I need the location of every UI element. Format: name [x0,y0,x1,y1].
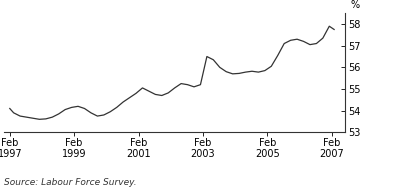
Text: %: % [351,0,360,10]
Text: Source: Labour Force Survey.: Source: Labour Force Survey. [4,178,137,187]
